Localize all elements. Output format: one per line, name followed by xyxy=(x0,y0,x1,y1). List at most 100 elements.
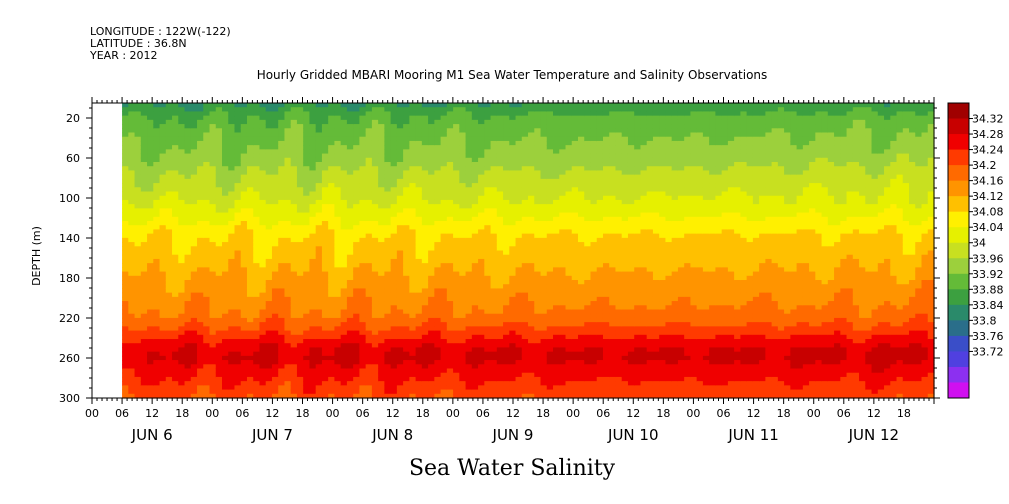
heatmap-cell xyxy=(328,166,336,172)
heatmap-cell xyxy=(184,254,192,260)
heatmap-cell xyxy=(296,132,304,138)
heatmap-cell xyxy=(340,385,348,391)
heatmap-cell xyxy=(546,313,554,319)
heatmap-cell xyxy=(290,364,298,370)
heatmap-cell xyxy=(503,157,510,163)
heatmap-cell xyxy=(309,162,317,167)
heatmap-cell xyxy=(409,343,417,349)
heatmap-cell xyxy=(446,385,454,391)
heatmap-cell xyxy=(453,153,460,159)
heatmap-cell xyxy=(178,254,186,260)
heatmap-cell xyxy=(534,368,542,374)
heatmap-cell xyxy=(159,372,167,378)
heatmap-cell xyxy=(290,330,298,336)
heatmap-cell xyxy=(396,347,404,353)
heatmap-cell xyxy=(172,191,179,197)
heatmap-cell xyxy=(253,212,261,218)
heatmap-cell xyxy=(271,204,279,209)
heatmap-cell xyxy=(134,351,142,357)
heatmap-cell xyxy=(421,317,429,323)
heatmap-cell xyxy=(147,242,154,247)
heatmap-cell xyxy=(259,208,267,214)
heatmap-cell xyxy=(165,233,173,239)
heatmap-cell xyxy=(334,229,342,235)
heatmap-cell xyxy=(265,347,273,353)
heatmap-cell xyxy=(134,326,142,332)
heatmap-cell xyxy=(471,233,479,239)
heatmap-cell xyxy=(122,115,129,121)
heatmap-cell xyxy=(434,237,442,243)
heatmap-cell xyxy=(140,313,148,319)
heatmap-cell xyxy=(309,267,317,273)
heatmap-cell xyxy=(203,250,211,256)
heatmap-cell xyxy=(334,313,342,319)
heatmap-cell xyxy=(371,351,379,357)
heatmap-cell xyxy=(446,284,454,290)
heatmap-cell xyxy=(246,183,254,188)
heatmap-cell xyxy=(215,334,223,340)
heatmap-cell xyxy=(278,368,286,374)
heatmap-cell xyxy=(278,103,286,108)
heatmap-cell xyxy=(353,309,361,315)
heatmap-cell xyxy=(284,296,292,302)
heatmap-cell xyxy=(147,309,154,315)
heatmap-cell xyxy=(428,258,435,264)
heatmap-cell xyxy=(265,263,273,268)
heatmap-cell xyxy=(203,364,211,370)
heatmap-cell xyxy=(128,132,136,138)
heatmap-cell xyxy=(453,199,460,205)
heatmap-cell xyxy=(265,292,273,298)
heatmap-cell xyxy=(384,389,392,395)
heatmap-cell xyxy=(553,317,560,323)
heatmap-cell xyxy=(190,136,198,142)
heatmap-cell xyxy=(496,305,504,311)
heatmap-cell xyxy=(496,326,504,332)
heatmap-cell xyxy=(334,292,342,298)
heatmap-cell xyxy=(390,284,398,290)
heatmap-cell xyxy=(384,381,392,386)
heatmap-cell xyxy=(440,368,448,374)
heatmap-cell xyxy=(521,128,529,134)
heatmap-cell xyxy=(484,221,492,226)
heatmap-cell xyxy=(453,237,460,243)
heatmap-cell xyxy=(222,221,229,226)
heatmap-cell xyxy=(271,326,279,332)
heatmap-cell xyxy=(428,229,435,235)
heatmap-cell xyxy=(190,351,198,357)
heatmap-cell xyxy=(203,199,211,205)
heatmap-cell xyxy=(359,288,367,294)
heatmap-cell xyxy=(515,199,523,205)
heatmap-cell xyxy=(334,389,342,395)
heatmap-cell xyxy=(346,313,354,319)
heatmap-cell xyxy=(215,136,223,142)
heatmap-cell xyxy=(384,149,392,155)
heatmap-cell xyxy=(484,258,492,264)
heatmap-cell xyxy=(290,258,298,264)
heatmap-cell xyxy=(396,124,404,129)
heatmap-cell xyxy=(409,174,417,180)
heatmap-cell xyxy=(259,360,267,365)
heatmap-cell xyxy=(153,149,161,155)
heatmap-cell xyxy=(346,355,354,361)
heatmap-cell xyxy=(371,288,379,294)
heatmap-cell xyxy=(465,212,473,218)
heatmap-cell xyxy=(178,393,186,399)
heatmap-cell xyxy=(515,153,523,159)
heatmap-cell xyxy=(509,326,517,332)
heatmap-cell xyxy=(172,347,179,353)
heatmap-cell xyxy=(172,254,179,260)
heatmap-cell xyxy=(353,275,361,281)
heatmap-cell xyxy=(353,233,361,239)
heatmap-cell xyxy=(440,229,448,235)
heatmap-cell xyxy=(134,124,142,129)
heatmap-cell xyxy=(490,204,498,209)
heatmap-cell xyxy=(222,136,229,142)
heatmap-cell xyxy=(428,351,435,357)
heatmap-cell xyxy=(509,317,517,323)
heatmap-cell xyxy=(428,250,435,256)
heatmap-cell xyxy=(428,170,435,176)
heatmap-cell xyxy=(215,166,223,172)
heatmap-cell xyxy=(165,208,173,214)
heatmap-cell xyxy=(384,334,392,340)
heatmap-cell xyxy=(278,246,286,252)
